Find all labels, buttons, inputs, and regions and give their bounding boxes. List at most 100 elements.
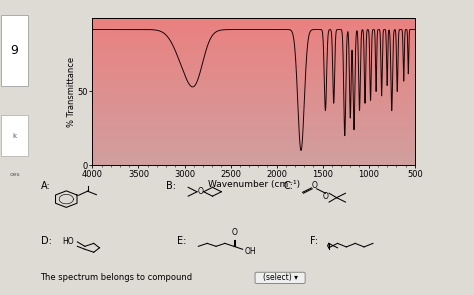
- Text: ces: ces: [9, 172, 20, 176]
- Bar: [92, 162, 415, 164]
- Bar: [92, 38, 415, 40]
- Bar: [92, 53, 415, 55]
- Bar: [92, 148, 415, 149]
- Bar: [92, 117, 415, 118]
- Bar: [92, 146, 415, 148]
- Bar: [92, 125, 415, 127]
- Bar: [92, 19, 415, 21]
- Bar: [92, 90, 415, 91]
- Text: 9: 9: [10, 44, 18, 57]
- Bar: [92, 153, 415, 155]
- Bar: [92, 119, 415, 121]
- Bar: [92, 43, 415, 44]
- Bar: [92, 49, 415, 50]
- Bar: [92, 150, 415, 152]
- Bar: [92, 75, 415, 77]
- Bar: [92, 131, 415, 133]
- Bar: [92, 65, 415, 66]
- Bar: [92, 91, 415, 93]
- Bar: [92, 69, 415, 71]
- Bar: [92, 28, 415, 30]
- Bar: [92, 128, 415, 130]
- Bar: [92, 145, 415, 146]
- Bar: [92, 159, 415, 161]
- X-axis label: Wavenumber (cm⁻¹): Wavenumber (cm⁻¹): [208, 181, 300, 189]
- Bar: [92, 40, 415, 41]
- Bar: [92, 80, 415, 81]
- Bar: [92, 149, 415, 150]
- Bar: [92, 93, 415, 94]
- Bar: [92, 103, 415, 105]
- Bar: [92, 143, 415, 145]
- Bar: [92, 55, 415, 56]
- Bar: [92, 37, 415, 38]
- Bar: [92, 66, 415, 68]
- Y-axis label: % Transmittance: % Transmittance: [67, 56, 76, 127]
- Bar: [92, 68, 415, 69]
- Bar: [92, 63, 415, 65]
- Bar: [92, 24, 415, 25]
- Bar: [92, 142, 415, 143]
- Bar: [92, 62, 415, 63]
- Bar: [92, 30, 415, 31]
- Bar: [92, 31, 415, 32]
- Bar: [92, 34, 415, 35]
- Bar: [92, 47, 415, 49]
- Bar: [92, 41, 415, 43]
- Bar: [92, 83, 415, 84]
- Bar: [92, 96, 415, 97]
- Bar: [92, 124, 415, 125]
- Bar: [92, 84, 415, 86]
- Bar: [92, 158, 415, 159]
- Bar: [92, 87, 415, 88]
- Text: The spectrum belongs to compound: The spectrum belongs to compound: [40, 273, 192, 282]
- Bar: [92, 139, 415, 140]
- Bar: [92, 97, 415, 99]
- Bar: [92, 137, 415, 139]
- Bar: [92, 133, 415, 134]
- Bar: [92, 155, 415, 156]
- Bar: [92, 115, 415, 117]
- Bar: [92, 109, 415, 111]
- Bar: [92, 121, 415, 122]
- Bar: [92, 72, 415, 74]
- Bar: [92, 44, 415, 46]
- FancyBboxPatch shape: [255, 272, 305, 283]
- Text: O: O: [311, 181, 318, 190]
- Bar: [92, 152, 415, 153]
- Bar: [92, 102, 415, 103]
- Bar: [92, 111, 415, 112]
- Bar: [92, 56, 415, 58]
- Bar: [92, 140, 415, 142]
- Bar: [92, 94, 415, 96]
- Text: OH: OH: [245, 247, 256, 256]
- Text: F:: F:: [310, 236, 318, 246]
- Bar: [92, 118, 415, 119]
- Bar: [92, 52, 415, 53]
- Text: D:: D:: [41, 236, 52, 246]
- Bar: [92, 18, 415, 19]
- Text: O: O: [197, 187, 203, 196]
- Text: O: O: [232, 228, 237, 237]
- Bar: [92, 134, 415, 136]
- Bar: [92, 32, 415, 34]
- Text: k: k: [12, 133, 17, 139]
- Text: C:: C:: [283, 181, 293, 191]
- Bar: [92, 59, 415, 60]
- Bar: [92, 100, 415, 102]
- Bar: [92, 156, 415, 158]
- Bar: [92, 122, 415, 124]
- Bar: [92, 74, 415, 75]
- FancyBboxPatch shape: [1, 115, 28, 156]
- Bar: [92, 164, 415, 165]
- Bar: [92, 46, 415, 47]
- Bar: [92, 136, 415, 137]
- Text: (select) ▾: (select) ▾: [263, 273, 298, 282]
- Bar: [92, 127, 415, 128]
- Bar: [92, 77, 415, 78]
- Bar: [92, 60, 415, 62]
- Bar: [92, 86, 415, 87]
- Bar: [92, 71, 415, 72]
- Bar: [92, 78, 415, 80]
- Bar: [92, 22, 415, 24]
